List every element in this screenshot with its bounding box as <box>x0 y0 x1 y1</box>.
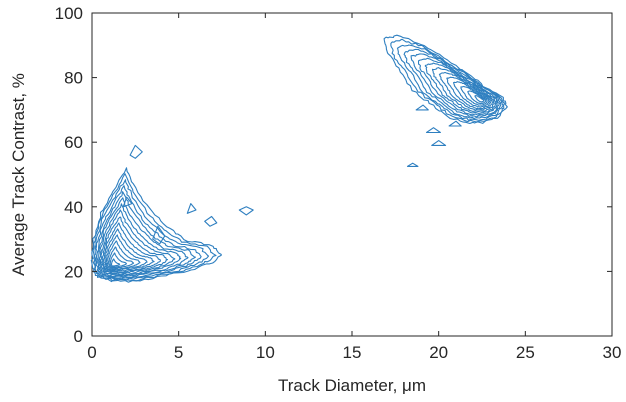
contour-line <box>99 209 176 276</box>
contour-line <box>438 72 493 111</box>
contour-line <box>101 216 169 275</box>
contour-line <box>431 67 495 113</box>
contour-line <box>403 48 502 120</box>
contour-line <box>105 234 148 271</box>
contour-line <box>106 240 141 270</box>
y-tick-label: 0 <box>74 327 83 346</box>
x-tick-label: 5 <box>174 343 183 362</box>
x-tick-label: 0 <box>87 343 96 362</box>
y-tick-label: 80 <box>64 69 83 88</box>
y-tick-label: 40 <box>64 198 83 217</box>
contour-line <box>474 95 485 103</box>
x-tick-label: 25 <box>516 343 535 362</box>
contour-layer <box>90 34 508 283</box>
isolated-contour <box>425 127 441 134</box>
isolated-contour <box>129 144 143 159</box>
x-tick-label: 10 <box>256 343 275 362</box>
y-axis-label: Average Track Contrast, % <box>9 73 28 276</box>
contour-line <box>460 85 488 106</box>
contour-line <box>467 90 487 105</box>
y-tick-label: 100 <box>55 4 83 23</box>
contour-line <box>396 44 504 121</box>
contour-line <box>104 228 155 272</box>
axis-ticks: 0 5 10 15 20 25 30 0 20 40 60 80 100 <box>55 4 622 362</box>
contour-line <box>109 252 128 268</box>
contour-line <box>110 258 121 267</box>
isolated-contour <box>406 162 419 167</box>
contour-line <box>410 53 501 118</box>
isolated-contour <box>238 206 254 216</box>
contour-line <box>446 76 492 110</box>
y-tick-label: 20 <box>64 262 83 281</box>
isolated-contour <box>415 104 429 111</box>
x-tick-label: 30 <box>603 343 622 362</box>
contour-line <box>92 173 217 282</box>
plot-area <box>91 12 613 337</box>
x-axis-label: Track Diameter, μm <box>278 376 426 395</box>
contour-line <box>383 34 508 125</box>
isolated-contour <box>186 203 197 214</box>
contour-line <box>102 222 161 273</box>
contour-line <box>108 246 135 269</box>
isolated-contour <box>448 120 462 127</box>
contour-line <box>98 197 189 278</box>
contour-line <box>424 62 497 114</box>
y-tick-label: 60 <box>64 133 83 152</box>
isolated-contour <box>431 140 447 146</box>
contour-line <box>93 179 210 281</box>
x-tick-label: 20 <box>429 343 448 362</box>
isolated-contour <box>152 225 166 245</box>
contour-line <box>453 81 490 108</box>
isolated-contour <box>204 215 218 227</box>
contour-line <box>96 191 196 279</box>
x-tick-label: 15 <box>343 343 362 362</box>
isolated-contour <box>122 196 133 208</box>
